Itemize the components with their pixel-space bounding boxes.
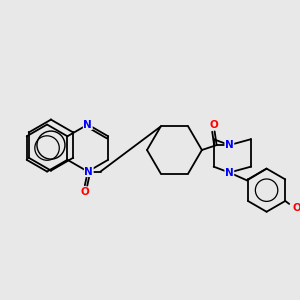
Text: N: N: [83, 119, 92, 130]
Text: O: O: [292, 203, 300, 213]
Text: N: N: [84, 167, 93, 177]
Text: N: N: [225, 167, 234, 178]
Text: O: O: [209, 119, 218, 130]
Text: N: N: [225, 140, 234, 150]
Text: O: O: [80, 187, 89, 197]
